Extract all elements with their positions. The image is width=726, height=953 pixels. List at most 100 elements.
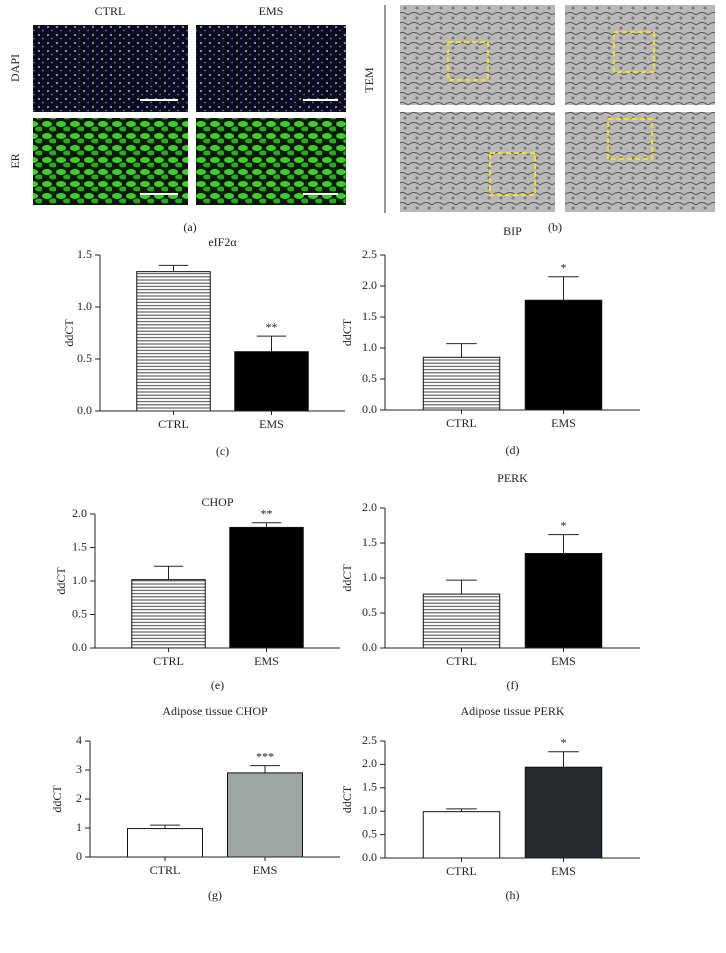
y-axis-label: ddCT bbox=[54, 567, 68, 595]
bar bbox=[227, 772, 303, 858]
chart-title: CHOP bbox=[201, 495, 233, 509]
column-label: EMS bbox=[259, 4, 284, 18]
micrograph bbox=[196, 25, 346, 112]
y-axis-label: ddCT bbox=[50, 785, 64, 813]
x-tick-label: CTRL bbox=[446, 416, 477, 430]
y-tick-label: 1.0 bbox=[72, 573, 87, 587]
significance: * bbox=[561, 736, 567, 750]
y-tick-label: 0.0 bbox=[362, 850, 377, 864]
y-tick-label: 4 bbox=[76, 733, 82, 747]
micrograph bbox=[196, 118, 346, 205]
y-axis-label: ddCT bbox=[340, 785, 354, 813]
y-axis-label: ddCT bbox=[62, 319, 76, 347]
highlight-box bbox=[447, 41, 489, 81]
micrograph bbox=[400, 112, 555, 212]
significance: * bbox=[561, 518, 567, 532]
y-tick-label: 0.0 bbox=[362, 640, 377, 654]
y-tick-label: 2 bbox=[76, 791, 82, 805]
micrograph bbox=[565, 5, 715, 105]
y-axis-label: ddCT bbox=[340, 564, 354, 592]
x-tick-label: EMS bbox=[551, 416, 576, 430]
panel-label: (b) bbox=[548, 220, 562, 234]
y-tick-label: 0.5 bbox=[362, 371, 377, 385]
bar bbox=[131, 579, 206, 649]
y-tick-label: 1.5 bbox=[362, 535, 377, 549]
highlight-box bbox=[607, 118, 653, 160]
y-tick-label: 0.5 bbox=[362, 605, 377, 619]
bar bbox=[524, 766, 603, 859]
chart-title: PERK bbox=[497, 471, 528, 485]
x-tick-label: EMS bbox=[551, 864, 576, 878]
bar bbox=[422, 593, 501, 649]
x-tick-label: EMS bbox=[253, 863, 278, 877]
y-tick-label: 0.0 bbox=[72, 640, 87, 654]
panel-b: TEM (b) bbox=[362, 5, 715, 234]
row-label: TEM bbox=[362, 67, 376, 93]
row-label: DAPI bbox=[8, 54, 22, 82]
bar bbox=[422, 356, 501, 411]
x-tick-label: CTRL bbox=[158, 417, 189, 431]
y-tick-label: 2.0 bbox=[362, 756, 377, 770]
x-tick-label: EMS bbox=[254, 654, 279, 668]
significance: ** bbox=[261, 506, 273, 520]
panel-label: (a) bbox=[183, 220, 196, 234]
y-tick-label: 1.5 bbox=[362, 309, 377, 323]
bar bbox=[524, 299, 603, 411]
bar bbox=[127, 828, 203, 858]
x-tick-label: CTRL bbox=[446, 654, 477, 668]
y-tick-label: 0.0 bbox=[362, 402, 377, 416]
x-tick-label: EMS bbox=[551, 654, 576, 668]
y-tick-label: 0 bbox=[76, 849, 82, 863]
row-label: ER bbox=[8, 153, 22, 168]
chart-title: Adipose tissue PERK bbox=[460, 704, 564, 718]
y-tick-label: 1.5 bbox=[72, 539, 87, 553]
panel-a: CTRL EMS DAPI ER (a) bbox=[8, 4, 346, 234]
y-tick-label: 1.0 bbox=[77, 299, 92, 313]
y-tick-label: 1.0 bbox=[362, 570, 377, 584]
significance: * bbox=[561, 260, 567, 274]
highlight-box bbox=[489, 152, 536, 196]
y-tick-label: 1 bbox=[76, 820, 82, 834]
panel-label: (g) bbox=[208, 888, 222, 902]
y-tick-label: 0.5 bbox=[77, 351, 92, 365]
y-tick-label: 1.0 bbox=[362, 803, 377, 817]
panel-label: (d) bbox=[506, 443, 520, 457]
y-tick-label: 2.0 bbox=[362, 278, 377, 292]
highlight-box bbox=[613, 31, 655, 73]
x-tick-label: CTRL bbox=[446, 864, 477, 878]
y-tick-label: 0.5 bbox=[362, 826, 377, 840]
x-tick-label: CTRL bbox=[150, 863, 181, 877]
y-tick-label: 1.5 bbox=[77, 247, 92, 261]
y-tick-label: 0.0 bbox=[77, 403, 92, 417]
bar bbox=[422, 811, 501, 859]
bar bbox=[234, 351, 309, 412]
y-tick-label: 2.5 bbox=[362, 247, 377, 261]
panel-label: (f) bbox=[507, 678, 519, 692]
chart-title: eIF2α bbox=[208, 235, 237, 249]
y-tick-label: 1.5 bbox=[362, 780, 377, 794]
y-tick-label: 0.5 bbox=[72, 606, 87, 620]
micrograph bbox=[33, 118, 188, 205]
x-tick-label: CTRL bbox=[153, 654, 184, 668]
y-tick-label: 2.5 bbox=[362, 733, 377, 747]
column-label: CTRL bbox=[95, 4, 126, 18]
chart-title: BIP bbox=[503, 224, 522, 238]
y-tick-label: 2.0 bbox=[72, 506, 87, 520]
bar bbox=[136, 271, 211, 412]
bar bbox=[524, 553, 603, 649]
bar bbox=[229, 526, 304, 649]
micrograph bbox=[565, 112, 715, 212]
x-tick-label: EMS bbox=[259, 417, 284, 431]
panel-label: (h) bbox=[506, 888, 520, 902]
y-tick-label: 1.0 bbox=[362, 340, 377, 354]
significance: ** bbox=[266, 320, 278, 334]
panel-label: (c) bbox=[216, 444, 229, 458]
micrograph bbox=[33, 25, 188, 112]
panel-label: (e) bbox=[211, 678, 224, 692]
chart-title: Adipose tissue CHOP bbox=[162, 704, 268, 718]
y-axis-label: ddCT bbox=[340, 318, 354, 346]
micrograph bbox=[400, 5, 555, 105]
y-tick-label: 2.0 bbox=[362, 500, 377, 514]
significance: *** bbox=[256, 749, 274, 763]
